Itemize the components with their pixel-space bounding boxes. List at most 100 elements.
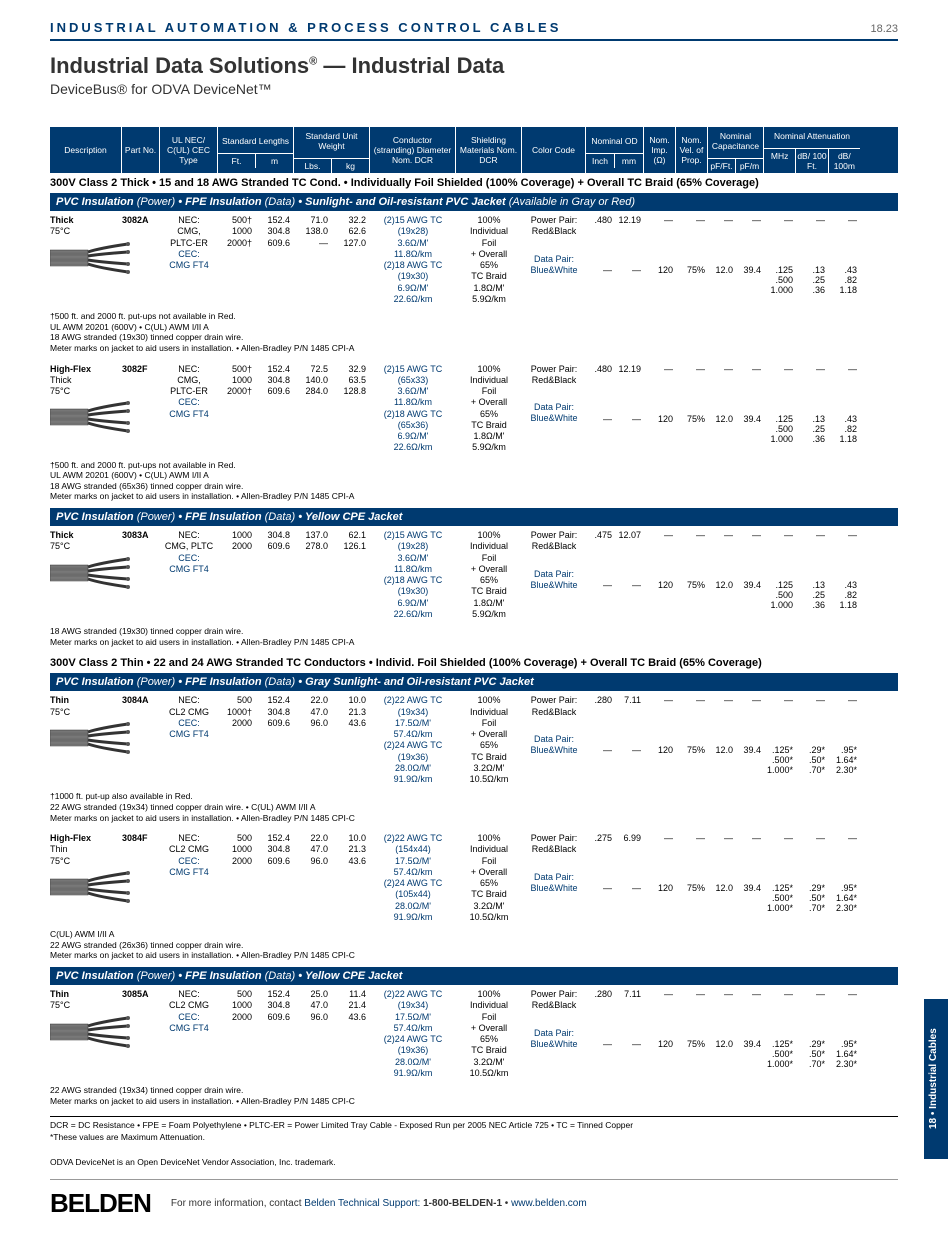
page-subtitle: DeviceBus® for ODVA DeviceNet™ <box>50 81 898 97</box>
title-brand: Industrial Data Solutions <box>50 53 309 78</box>
cable-illustration <box>50 399 130 435</box>
product-row: High-FlexThin75°C 3084F NEC:CL2 CMGCEC:C… <box>50 829 898 927</box>
hdr-db100m: dB/ 100m <box>829 149 860 173</box>
vel-cell: —75% <box>676 215 708 305</box>
product-row: Thick75°C 3082A NEC:CMG,PLTC-ERCEC:CMG F… <box>50 211 898 309</box>
hdr-m: m <box>256 154 293 168</box>
hdr-cond: Conductor (stranding) Diameter Nom. DCR <box>370 127 456 173</box>
imp-cell: —120 <box>644 833 676 923</box>
belden-logo: BELDEN <box>50 1188 151 1219</box>
hdr-od: Nominal OD Inchmm <box>586 127 644 173</box>
ul-cell: NEC:CMG,PLTC-ERCEC:CMG FT4 <box>160 364 218 454</box>
hdr-kg: kg <box>332 159 369 173</box>
hdr-vel: Nom. Vel. of Prop. <box>676 127 708 173</box>
part-cell: 3082F <box>122 364 160 454</box>
vel-cell: —75% <box>676 530 708 620</box>
color-cell: Power Pair:Red&BlackData Pair:Blue&White <box>522 695 586 785</box>
product-footnote: †500 ft. and 2000 ft. put-ups not availa… <box>50 309 898 360</box>
cable-illustration <box>50 555 130 591</box>
footer-url: www.belden.com <box>511 1198 587 1209</box>
od-cell: .280—7.11— <box>586 989 644 1079</box>
max-att-note: *These values are Maximum Attenuation. <box>50 1130 898 1149</box>
ul-cell: NEC:CL2 CMGCEC:CMG FT4 <box>160 695 218 785</box>
part-cell: 3082A <box>122 215 160 305</box>
weight-cell: 22.047.096.010.021.343.6 <box>294 833 370 923</box>
cap-cell: —12.0—39.4 <box>708 364 764 454</box>
cap-cell: —12.0—39.4 <box>708 530 764 620</box>
length-cell: 500†10002000†152.4304.8609.6 <box>218 215 294 305</box>
insulation-bar: PVC Insulation (Power) • FPE Insulation … <box>50 193 898 211</box>
hdr-desc: Description <box>50 127 122 173</box>
desc-cell: Thick75°C <box>50 530 122 620</box>
imp-cell: —120 <box>644 989 676 1079</box>
product-row: Thin75°C 3085A NEC:CL2 CMGCEC:CMG FT4 50… <box>50 985 898 1083</box>
hdr-od-label: Nominal OD <box>586 132 643 150</box>
part-cell: 3084A <box>122 695 160 785</box>
page-number: 18.23 <box>870 23 898 35</box>
length-cell: 50010002000152.4304.8609.6 <box>218 833 294 923</box>
cap-cell: —12.0—39.4 <box>708 215 764 305</box>
ul-cell: NEC:CMG,PLTC-ERCEC:CMG FT4 <box>160 215 218 305</box>
length-cell: 500†10002000†152.4304.8609.6 <box>218 364 294 454</box>
hdr-db100ft: dB/ 100 Ft. <box>796 149 828 173</box>
imp-cell: —120 <box>644 530 676 620</box>
hdr-ft: Ft. <box>218 154 256 168</box>
hdr-stdwt: Standard Unit Weight Lbs.kg <box>294 127 370 173</box>
vel-cell: —75% <box>676 833 708 923</box>
od-cell: .280—7.11— <box>586 695 644 785</box>
color-cell: Power Pair:Red&BlackData Pair:Blue&White <box>522 215 586 305</box>
od-cell: .480—12.19— <box>586 215 644 305</box>
length-cell: 10002000304.8609.6 <box>218 530 294 620</box>
insulation-bar: PVC Insulation (Power) • FPE Insulation … <box>50 967 898 985</box>
length-cell: 5001000†2000152.4304.8609.6 <box>218 695 294 785</box>
part-cell: 3084F <box>122 833 160 923</box>
hdr-color: Color Code <box>522 127 586 173</box>
weight-cell: 22.047.096.010.021.343.6 <box>294 695 370 785</box>
table-header-row: Description Part No. UL NEC/ C(UL) CEC T… <box>50 127 898 173</box>
vel-cell: —75% <box>676 364 708 454</box>
desc-cell: High-FlexThin75°C <box>50 833 122 923</box>
cable-illustration <box>50 240 130 276</box>
hdr-inch: Inch <box>586 154 615 168</box>
shield-cell: 100%IndividualFoil+ Overall65%TC Braid3.… <box>456 833 522 923</box>
part-cell: 3085A <box>122 989 160 1079</box>
conductor-cell: (2)15 AWG TC(65x33)3.6Ω/M'11.8Ω/km(2)18 … <box>370 364 456 454</box>
hdr-stdlen: Standard Lengths Ft.m <box>218 127 294 173</box>
conductor-cell: (2)15 AWG TC(19x28)3.6Ω/M'11.8Ω/km(2)18 … <box>370 530 456 620</box>
product-footnote: †500 ft. and 2000 ft. put-ups not availa… <box>50 458 898 509</box>
hdr-imp: Nom. Imp. (Ω) <box>644 127 676 173</box>
page-title: Industrial Data Solutions® — Industrial … <box>50 53 898 79</box>
product-footnote: 22 AWG stranded (19x34) tinned copper dr… <box>50 1083 898 1112</box>
part-cell: 3083A <box>122 530 160 620</box>
legend-text: DCR = DC Resistance • FPE = Foam Polyeth… <box>50 1116 898 1130</box>
hdr-ul: UL NEC/ C(UL) CEC Type <box>160 127 218 173</box>
category-label: INDUSTRIAL AUTOMATION & PROCESS CONTROL … <box>50 20 561 35</box>
product-row: High-FlexThick75°C 3082F NEC:CMG,PLTC-ER… <box>50 360 898 458</box>
hdr-stdlen-label: Standard Lengths <box>218 132 293 150</box>
color-cell: Power Pair:Red&BlackData Pair:Blue&White <box>522 989 586 1079</box>
imp-cell: —120 <box>644 215 676 305</box>
hdr-mm: mm <box>615 154 643 168</box>
desc-cell: Thin75°C <box>50 989 122 1079</box>
hdr-part: Part No. <box>122 127 160 173</box>
hdr-att: Nominal Attenuation MHzdB/ 100 Ft.dB/ 10… <box>764 127 860 173</box>
color-cell: Power Pair:Red&BlackData Pair:Blue&White <box>522 364 586 454</box>
cable-illustration <box>50 1014 130 1050</box>
cable-illustration <box>50 720 130 756</box>
sections-container: 300V Class 2 Thick • 15 and 18 AWG Stran… <box>50 173 898 1112</box>
product-footnote: †1000 ft. put-up also available in Red.2… <box>50 789 898 829</box>
conductor-cell: (2)22 AWG TC(19x34)17.5Ω/M'57.4Ω/km(2)24… <box>370 989 456 1079</box>
footer-t2: Belden Technical Support: <box>304 1198 423 1209</box>
insulation-bar: PVC Insulation (Power) • FPE Insulation … <box>50 673 898 691</box>
att-cell: —.125*.500*1.000*—.29*.50*.70*—.95*1.64*… <box>764 989 860 1079</box>
desc-cell: High-FlexThick75°C <box>50 364 122 454</box>
shield-cell: 100%IndividualFoil+ Overall65%TC Braid1.… <box>456 364 522 454</box>
ul-cell: NEC:CL2 CMGCEC:CMG FT4 <box>160 989 218 1079</box>
cap-cell: —12.0—39.4 <box>708 989 764 1079</box>
conductor-cell: (2)22 AWG TC(19x34)17.5Ω/M'57.4Ω/km(2)24… <box>370 695 456 785</box>
att-cell: —.125*.500*1.000*—.29*.50*.70*—.95*1.64*… <box>764 833 860 923</box>
section-heading: 300V Class 2 Thin • 22 and 24 AWG Strand… <box>50 653 898 673</box>
cable-illustration <box>50 869 130 905</box>
hdr-cap-label: Nominal Capacitance <box>708 127 763 155</box>
weight-cell: 72.5140.0284.032.963.5128.8 <box>294 364 370 454</box>
